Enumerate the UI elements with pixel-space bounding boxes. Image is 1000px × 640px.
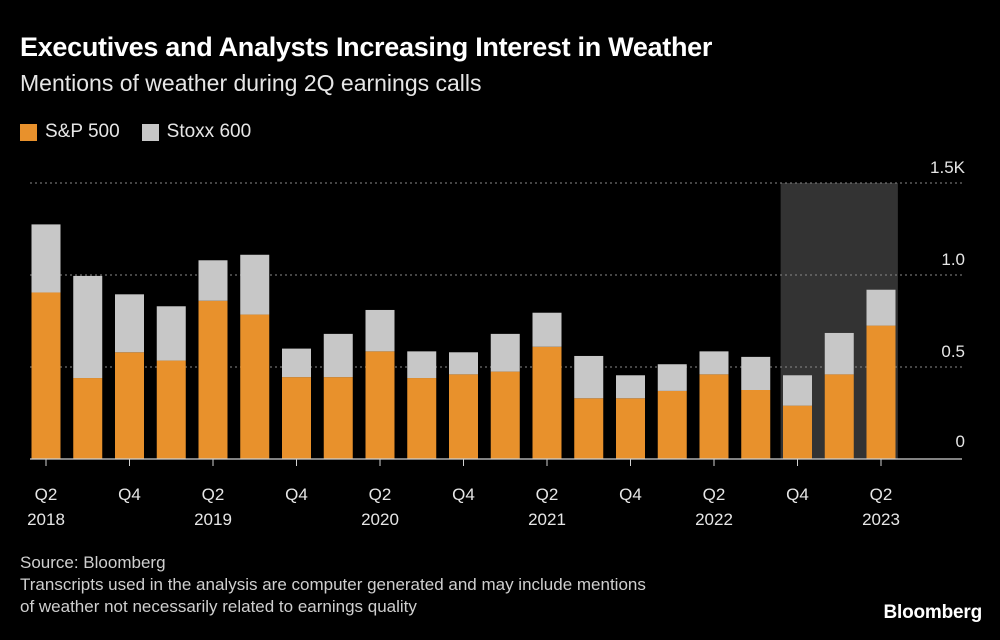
- bar-sp500-Q4-2020: [449, 374, 478, 459]
- bar-stoxx600-Q3-2019: [240, 254, 270, 315]
- bar-stoxx600-Q4-2019: [282, 348, 311, 378]
- legend-swatch-sp500: [20, 123, 37, 141]
- bar-sp500-Q1-2020: [323, 377, 353, 459]
- bar-sp500-Q4-2022: [783, 405, 812, 459]
- note-line-1: Transcripts used in the analysis are com…: [20, 575, 646, 594]
- bar-stoxx600-Q1-2023: [824, 332, 854, 375]
- x-tick-year-2022: 2022: [695, 510, 733, 529]
- chart-subtitle: Mentions of weather during 2Q earnings c…: [20, 70, 482, 96]
- bar-stoxx600-Q1-2021: [490, 333, 520, 372]
- bar-stoxx600-Q4-2020: [449, 352, 478, 375]
- x-tick-label-Q2-2022: Q2: [703, 485, 726, 504]
- bar-stoxx600-Q4-2022: [783, 375, 812, 406]
- bar-stoxx600-Q2-2019: [198, 260, 228, 301]
- bar-stoxx600-Q2-2018: [31, 224, 61, 293]
- x-tick-label-Q4-10: Q4: [452, 485, 475, 504]
- bar-sp500-Q2-2021: [532, 346, 562, 459]
- legend-item-stoxx600: Stoxx 600: [141, 121, 252, 143]
- x-tick-year-2019: 2019: [194, 510, 232, 529]
- bar-sp500-Q2-2018: [31, 292, 61, 459]
- bar-stoxx600-Q1-2020: [323, 333, 353, 378]
- legend: S&P 500 Stoxx 600: [20, 121, 273, 143]
- bar-sp500-Q2-2023: [866, 325, 896, 459]
- x-tick-label-Q2-2019: Q2: [202, 485, 225, 504]
- bar-sp500-Q3-2019: [240, 314, 270, 459]
- chart-title: Executives and Analysts Increasing Inter…: [20, 32, 713, 62]
- x-tick-label-Q4-18: Q4: [786, 485, 809, 504]
- bar-stoxx600-Q3-2022: [741, 356, 771, 390]
- x-tick-label-Q2-2023: Q2: [870, 485, 893, 504]
- x-tick-year-2020: 2020: [361, 510, 399, 529]
- bar-sp500-Q2-2022: [699, 374, 729, 459]
- bar-stoxx600-Q2-2020: [365, 309, 395, 352]
- x-tick-label-Q4-6: Q4: [285, 485, 308, 504]
- legend-label-sp500: S&P 500: [45, 121, 120, 142]
- legend-label-stoxx600: Stoxx 600: [166, 121, 252, 142]
- bar-sp500-Q1-2022: [657, 390, 687, 459]
- bar-sp500-Q3-2020: [407, 378, 437, 459]
- bar-stoxx600-Q3-2020: [407, 351, 437, 379]
- legend-item-sp500: S&P 500: [20, 121, 120, 143]
- bar-sp500-Q2-2020: [365, 351, 395, 459]
- y-tick-label-1.0: 1.0: [941, 250, 965, 269]
- bar-stoxx600-Q2-2023: [866, 289, 896, 326]
- bar-sp500-Q4-2019: [282, 377, 311, 459]
- bar-stoxx600-Q1-2022: [657, 364, 687, 391]
- y-tick-label-0: 0: [956, 432, 965, 451]
- bar-sp500-Q3-2022: [741, 390, 771, 459]
- bar-stoxx600-Q3-2021: [574, 355, 604, 399]
- bloomberg-logo: Bloomberg: [883, 602, 983, 623]
- bar-sp500-Q4-2018: [115, 352, 144, 459]
- note-line-2: of weather not necessarily related to ea…: [20, 597, 417, 616]
- bar-sp500-Q2-2019: [198, 300, 228, 459]
- bar-sp500-Q1-2021: [490, 371, 520, 459]
- bar-stoxx600-Q3-2018: [73, 275, 103, 379]
- bar-stoxx600-Q1-2019: [156, 306, 186, 361]
- x-tick-label-Q4-14: Q4: [619, 485, 642, 504]
- x-tick-label-Q2-2020: Q2: [369, 485, 392, 504]
- bar-stoxx600-Q4-2018: [115, 294, 144, 353]
- bar-stoxx600-Q4-2021: [616, 375, 645, 399]
- bar-sp500-Q1-2023: [824, 374, 854, 459]
- source-text: Source: Bloomberg: [20, 553, 166, 572]
- x-tick-label-Q2-2018: Q2: [35, 485, 58, 504]
- bar-sp500-Q4-2021: [616, 398, 645, 459]
- x-tick-year-2018: 2018: [27, 510, 65, 529]
- x-tick-year-2023: 2023: [862, 510, 900, 529]
- bar-sp500-Q3-2021: [574, 398, 604, 459]
- y-tick-label-1.5K: 1.5K: [930, 158, 966, 177]
- legend-swatch-stoxx600: [141, 123, 159, 141]
- bar-stoxx600-Q2-2022: [699, 351, 729, 375]
- bar-sp500-Q3-2018: [73, 378, 103, 459]
- source-note: Source: Bloomberg Transcripts used in th…: [20, 552, 646, 618]
- x-tick-label-Q4-2: Q4: [118, 485, 141, 504]
- bar-sp500-Q1-2019: [156, 360, 186, 459]
- bar-stoxx600-Q2-2021: [532, 312, 562, 347]
- y-tick-label-0.5: 0.5: [941, 342, 965, 361]
- x-tick-label-Q2-2021: Q2: [536, 485, 559, 504]
- x-tick-year-2021: 2021: [528, 510, 566, 529]
